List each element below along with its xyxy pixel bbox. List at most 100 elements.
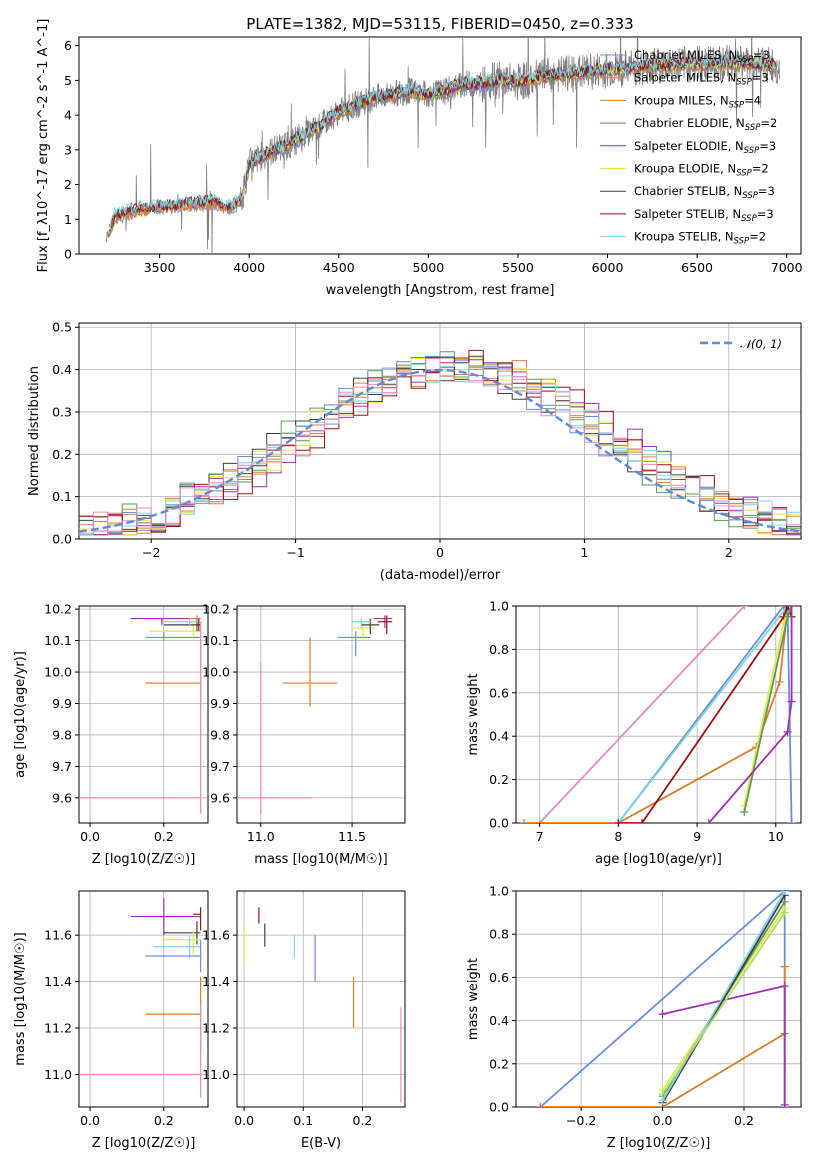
x-tick-label: 9 — [693, 829, 701, 844]
axes-frame — [236, 890, 406, 1108]
x-tick-label: 6500 — [681, 260, 713, 275]
weight-marker — [704, 819, 713, 823]
y-tick-label: 0.2 — [489, 1056, 509, 1071]
y-tick-label: 9.8 — [52, 727, 72, 742]
y-tick-label: 11.0 — [202, 1067, 230, 1082]
y-tick-label: 9.9 — [52, 696, 72, 711]
normal-curve — [79, 368, 801, 533]
age_vs_Z-plot-area — [79, 615, 202, 814]
x-tick-label: 0.2 — [352, 1113, 372, 1128]
data-point — [352, 618, 371, 629]
weight-line — [538, 606, 745, 823]
y-tick-label: 10.1 — [202, 633, 230, 648]
weight-marker — [780, 908, 789, 917]
y-axis-label: mass weight — [466, 958, 481, 1040]
legend-label: Salpeter ELODIE, N — [634, 139, 744, 153]
weight-curve — [658, 982, 789, 1107]
axes-frame — [78, 605, 209, 824]
legend-subscript: SSP — [736, 78, 752, 88]
legend-subscript: SSP — [737, 55, 753, 65]
x-tick-label: 3500 — [144, 260, 176, 275]
y-tick-label: 0.0 — [52, 532, 72, 547]
y-axis-label: mass weight — [466, 673, 481, 755]
legend-label: Salpeter MILES, N — [634, 71, 736, 85]
x-axis-label: Z [log10(Z/Z☉)] — [92, 1136, 196, 1151]
weight-marker — [637, 819, 646, 823]
weight-marker — [740, 808, 749, 817]
legend-subscript: SSP — [742, 191, 758, 201]
legend-subscript: SSP — [734, 237, 750, 247]
weight-line — [661, 894, 786, 1104]
legend-tail: =2 — [749, 230, 766, 244]
y-tick-label: 9.6 — [210, 790, 230, 805]
mass_vs_ebv-plot-area — [243, 907, 402, 1103]
legend-subscript: SSP — [741, 214, 757, 224]
y-tick-label: 4 — [64, 108, 72, 123]
mass_vs_ebv-axes: 0.0 0.1 0.2 11.0 11.2 11.4 11.6 E(B-V) — [202, 890, 406, 1151]
y-axis-label: Flux [f_λ10^-17 erg cm^-2 s^-1 A^-1] — [36, 19, 51, 273]
age_vs_Z-axes: 0.0 0.2 9.6 9.7 9.8 9.9 10.0 10.1 10.2 Z [log10(Z… — [13, 602, 209, 867]
x-axis-label: wavelength [Angstrom, rest frame] — [326, 283, 555, 298]
axes-frame — [236, 605, 406, 824]
weight-marker — [787, 606, 796, 610]
y-tick-label: 10.1 — [44, 633, 72, 648]
y-tick-label: 11.2 — [44, 1021, 72, 1036]
data-point — [163, 930, 201, 954]
weight_vs_age-plot-area — [519, 606, 796, 823]
x-tick-label: 0.2 — [154, 829, 174, 844]
weight-marker — [780, 982, 789, 991]
y-tick-label: 9.6 — [52, 790, 72, 805]
y-tick-label: 9.7 — [210, 759, 230, 774]
data-point — [377, 615, 393, 635]
x-tick-label: 7000 — [771, 260, 803, 275]
x-tick-label: 0.0 — [80, 1113, 100, 1128]
y-tick-label: 11.4 — [202, 974, 230, 989]
legend-label: 𝒩(0, 1) — [740, 337, 782, 351]
y-tick-label: 1.0 — [489, 599, 509, 614]
y-tick-label: 6 — [64, 38, 72, 53]
x-axis-label: E(B-V) — [301, 1136, 341, 1151]
legend-tail: =3 — [757, 207, 774, 221]
x-tick-label: 4000 — [233, 260, 265, 275]
legend-entry: Chabrier ELODIE, NSSP=2 — [634, 116, 777, 133]
weight-marker — [614, 819, 623, 823]
x-tick-label: 5000 — [412, 260, 444, 275]
y-axis-label: Normed distribution — [27, 366, 42, 496]
spectrum-plot-area — [105, 37, 780, 254]
x-tick-label: 4500 — [323, 260, 355, 275]
y-tick-label: 0.4 — [52, 362, 72, 377]
axes-frame — [78, 322, 802, 540]
weight_vs_age-axes: 7 8 9 10 0.0 0.2 0.4 0.6 0.8 1.0 age [log10(age/yr… — [466, 599, 802, 867]
legend-label: Chabrier ELODIE, N — [634, 116, 745, 130]
y-tick-label: 0.2 — [52, 447, 72, 462]
y-tick-label: 0.8 — [489, 642, 509, 657]
legend-subscript: SSP — [744, 146, 760, 156]
weight-marker — [787, 819, 796, 823]
y-tick-label: 0.0 — [489, 816, 509, 831]
x-tick-label: 6000 — [592, 260, 624, 275]
legend-label: Kroupa STELIB, N — [634, 230, 734, 244]
spectrum-axes: 3500 4000 4500 5000 5500 6000 6500 7000 0 1 2 3 4 5 6 w… — [36, 19, 803, 298]
x-tick-label: 0.2 — [154, 1113, 174, 1128]
mass_vs_Z-plot-area — [79, 897, 202, 1098]
y-tick-label: 0.6 — [489, 970, 509, 985]
legend-label: Chabrier STELIB, N — [634, 184, 742, 198]
weight-marker — [780, 1100, 789, 1107]
legend-entry: Kroupa MILES, NSSP=4 — [634, 93, 761, 110]
y-tick-label: 9.8 — [210, 727, 230, 742]
x-tick-label: 10 — [768, 829, 784, 844]
weight-marker — [779, 606, 788, 610]
x-axis-label: Z [log10(Z/Z☉)] — [92, 852, 196, 867]
weight-curve — [704, 606, 796, 823]
legend-label: Salpeter STELIB, N — [634, 207, 741, 221]
y-tick-label: 0.4 — [489, 1013, 509, 1028]
data-point — [145, 976, 202, 1052]
weight-marker — [535, 819, 544, 823]
legend-label: Kroupa MILES, N — [634, 93, 729, 107]
weight-curve — [519, 606, 792, 823]
figure-title: PLATE=1382, MJD=53115, FIBERID=0450, z=0… — [246, 15, 633, 33]
y-tick-label: 0 — [64, 247, 72, 262]
weight-marker — [740, 606, 749, 610]
